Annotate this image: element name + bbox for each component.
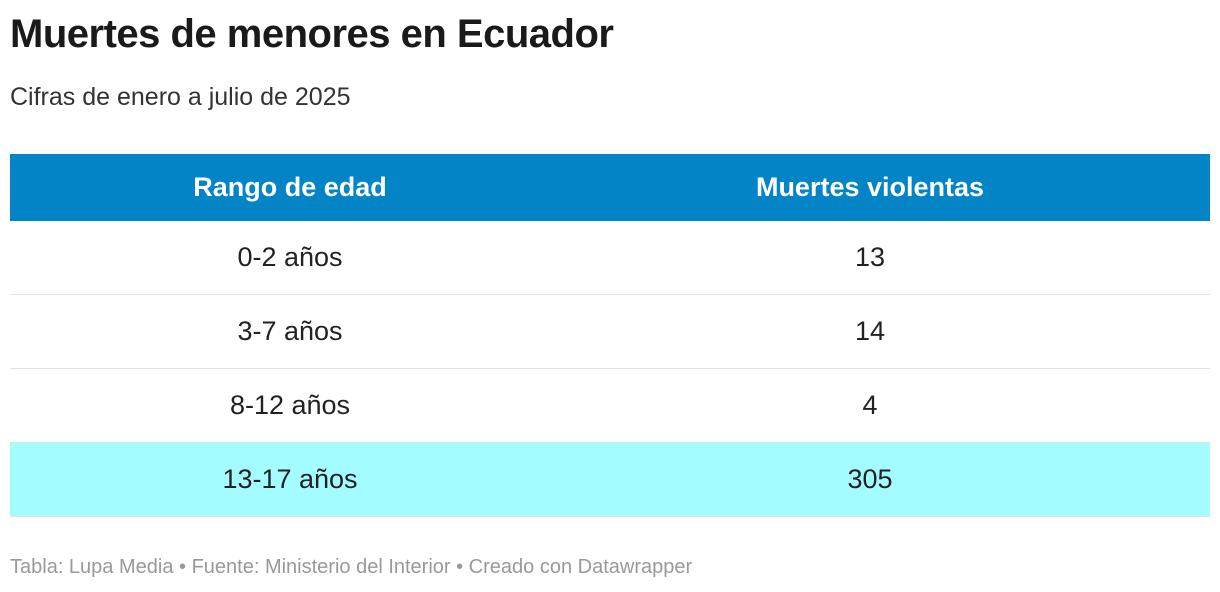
table-cell: 3-7 años (237, 316, 343, 346)
table-cell: 4 (862, 390, 878, 420)
table-cell: 0-2 años (237, 242, 343, 272)
table: Rango de edad Muertes violentas 0-2 años 13… (10, 154, 1210, 517)
table-cell: 305 (847, 464, 893, 494)
table-row: 3-7 años 14 (10, 295, 1210, 369)
table-row: 0-2 años 13 (10, 221, 1210, 295)
title: Muertes de menores en Ecuador (10, 12, 614, 56)
table-cell: 13-17 años (222, 464, 358, 494)
table-row: 13-17 años 305 (10, 443, 1210, 517)
table-cell: 13 (854, 242, 886, 272)
table-cell: 14 (854, 316, 886, 346)
footer: Tabla: Lupa Media • Fuente: Ministerio d… (10, 556, 693, 578)
subtitle: Cifras de enero a julio de 2025 (10, 83, 351, 111)
column-header: Muertes violentas (755, 172, 985, 202)
column-header: Rango de edad (193, 172, 387, 202)
table-cell: 8-12 años (229, 390, 351, 420)
header-row: Rango de edad Muertes violentas (10, 154, 1210, 221)
table-row: 8-12 años 4 (10, 369, 1210, 443)
